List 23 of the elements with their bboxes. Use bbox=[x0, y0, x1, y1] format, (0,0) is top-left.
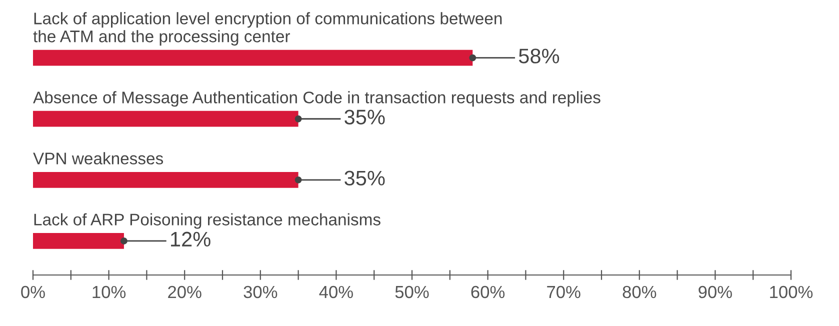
x-tick-label: 70% bbox=[547, 286, 580, 298]
data-label: 35% bbox=[344, 110, 385, 124]
bar bbox=[33, 172, 298, 188]
data-label: 12% bbox=[171, 232, 210, 246]
x-tick-label: 50% bbox=[395, 286, 429, 298]
data-label: 35% bbox=[344, 170, 385, 186]
x-tick-label: 0% bbox=[21, 286, 45, 298]
x-tick-label: 100% bbox=[770, 286, 813, 298]
x-tick-label: 60% bbox=[471, 286, 505, 298]
bar bbox=[33, 233, 124, 249]
x-tick-label: 90% bbox=[698, 286, 732, 298]
x-tick-label: 80% bbox=[622, 286, 656, 298]
x-tick-label: 10% bbox=[92, 286, 126, 298]
x-tick-label: 40% bbox=[319, 286, 353, 298]
data-label: 58% bbox=[518, 48, 560, 64]
y-tick-label: VPN weaknesses bbox=[33, 152, 164, 164]
y-tick-label: Absence of Message Authentication Code in transaction requests and replies bbox=[33, 91, 600, 107]
bar bbox=[33, 50, 473, 66]
y-tick-label: Lack of ARP Poisoning resistance mechanisms bbox=[34, 213, 380, 229]
y-tick-label: Lack of application level encryption of communications between the ATM and the processing center bbox=[33, 12, 502, 46]
x-tick-label: 30% bbox=[244, 286, 278, 298]
x-tick-label: 20% bbox=[168, 286, 202, 298]
bar bbox=[33, 110, 298, 127]
